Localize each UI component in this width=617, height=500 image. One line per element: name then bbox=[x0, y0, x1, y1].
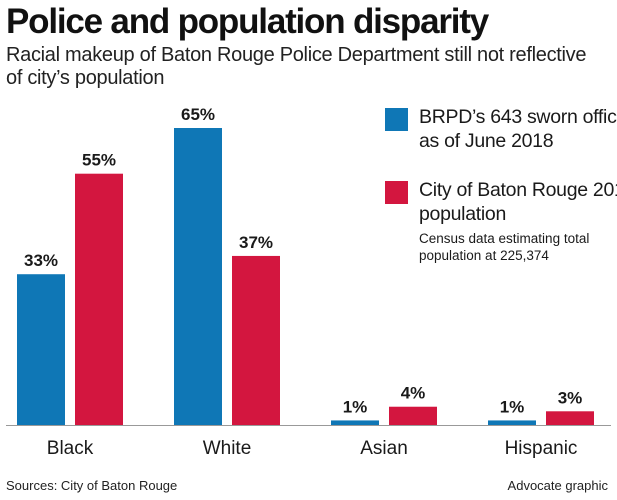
value-label-officers-asian: 1% bbox=[343, 397, 368, 416]
category-label-black: Black bbox=[47, 438, 94, 459]
bar-officers-white bbox=[174, 128, 222, 425]
value-label-officers-black: 33% bbox=[24, 251, 58, 270]
value-label-population-black: 55% bbox=[82, 151, 116, 170]
chart-subtitle: Racial makeup of Baton Rouge Police Depa… bbox=[6, 44, 587, 89]
value-label-population-white: 37% bbox=[239, 233, 273, 252]
bar-population-white bbox=[232, 255, 280, 425]
chart-title: Police and population disparity bbox=[6, 2, 489, 41]
value-label-officers-hispanic: 1% bbox=[500, 397, 525, 416]
graphic-credit: Advocate graphic bbox=[507, 478, 608, 493]
bar-population-black bbox=[75, 173, 123, 425]
category-label-white: White bbox=[203, 438, 252, 459]
bar-officers-hispanic bbox=[488, 420, 536, 425]
value-label-officers-white: 65% bbox=[181, 105, 215, 124]
bar-chart: 33% 55% Black 65% 37% White 1% 4% Asian 1% 3% Hispa… bbox=[6, 105, 611, 459]
legend-swatch-population bbox=[385, 181, 408, 204]
legend-label-population: City of Baton Rouge 2017 population bbox=[419, 179, 617, 225]
legend-label-officers: BRPD’s 643 sworn officers as of June 201… bbox=[419, 106, 617, 152]
category-label-hispanic: Hispanic bbox=[505, 438, 578, 459]
bar-officers-black bbox=[17, 274, 65, 425]
legend-note-census: Census data estimating total population … bbox=[419, 231, 590, 263]
bar-population-asian bbox=[389, 406, 437, 425]
bar-officers-asian bbox=[331, 420, 379, 425]
source-note: Sources: City of Baton Rouge bbox=[6, 478, 178, 493]
category-label-asian: Asian bbox=[360, 438, 408, 459]
value-label-population-hispanic: 3% bbox=[558, 388, 583, 407]
bar-population-hispanic bbox=[546, 411, 594, 425]
legend-swatch-officers bbox=[385, 108, 408, 131]
value-label-population-asian: 4% bbox=[401, 384, 426, 403]
